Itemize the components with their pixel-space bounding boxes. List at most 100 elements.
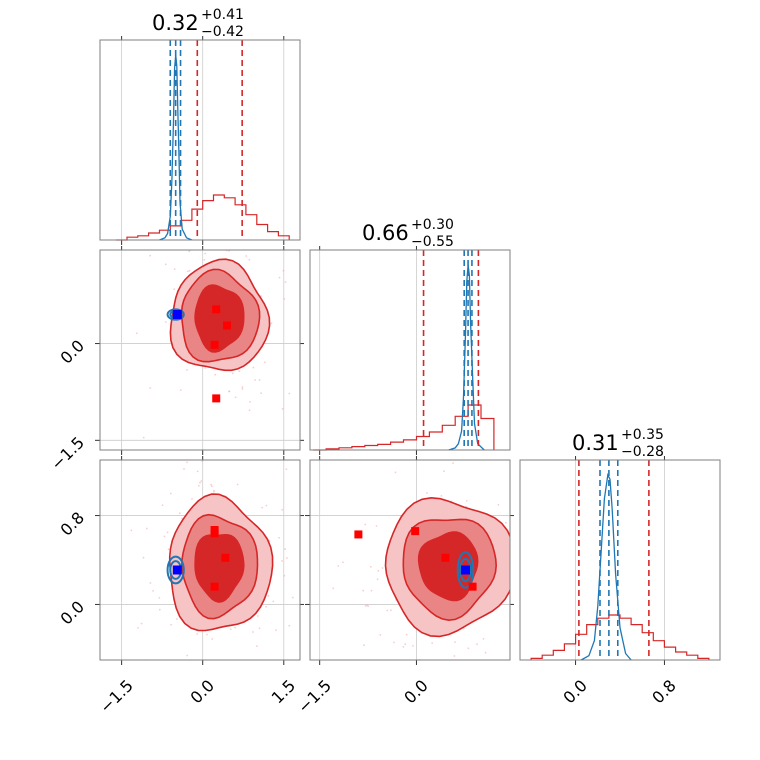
sample-point [135,332,138,335]
sample-point [256,645,258,648]
histogram-series-a [530,614,710,660]
panel-frame [99,459,301,661]
pair-panel-2 [305,406,549,682]
sample-point [364,605,367,607]
sample-point [130,529,133,532]
sample-point [267,595,270,597]
sample-point [241,386,244,388]
sample-point [53,443,55,445]
sample-point [149,254,152,257]
y-tick-label: 0.8 [57,508,88,539]
marker-square-red [411,527,420,536]
sample-point [288,392,291,395]
panel-title-minus: −0.42 [201,24,244,40]
x-tick-label: −1.5 [96,676,137,717]
sample-point [452,665,454,667]
sample-point [443,470,445,473]
sample-point [201,460,204,463]
sample-point [199,453,201,455]
sample-point [476,643,478,646]
sample-point [234,626,237,629]
sample-point [170,623,172,626]
sample-point [164,263,167,266]
sample-point [360,333,362,335]
sample-point [291,596,294,599]
marker-square-red [223,321,232,330]
pair-panel-1 [53,390,304,673]
sample-point [158,608,161,611]
sample-point [252,366,255,369]
sample-point [164,321,167,323]
sample-point [467,647,470,650]
sample-point [385,680,387,682]
marker-square-red [210,529,219,538]
marginal-panel-2: 0.31 +0.35−0.28 [519,427,721,665]
sample-point [149,387,152,389]
sample-point [453,655,456,657]
sample-point [281,560,283,562]
sample-point [186,461,188,464]
sample-point [192,441,194,443]
sample-point [204,367,207,369]
sample-point [212,489,215,492]
sample-point [261,506,264,509]
sample-point [142,436,145,439]
sample-point [283,298,286,300]
sample-point [386,609,389,612]
sample-point [426,492,428,494]
pair-panel-0 [95,233,362,455]
sample-point [547,592,549,594]
sample-point [191,451,193,453]
sample-point [197,484,200,487]
sample-point [228,390,230,393]
sample-point [149,671,151,673]
sample-point [140,622,143,625]
contour-series-a [194,284,245,353]
panel-title-plus: +0.30 [411,217,454,233]
sample-point [448,406,450,408]
sample-point [286,557,288,559]
sample-point [166,531,169,534]
y-tick-label: 0.0 [57,336,88,367]
sample-point [200,480,203,482]
sample-point [248,409,251,412]
sample-point [282,269,285,272]
panel-title-plus: +0.35 [621,427,664,443]
sample-point [362,589,365,592]
sample-point [264,361,266,364]
sample-point [454,641,456,643]
sample-point [405,633,408,636]
sample-point [281,508,284,511]
sample-point [393,641,395,644]
panel-title-value: 0.31 [572,431,619,455]
sample-point [114,390,116,392]
sample-point [204,252,207,255]
sample-point [210,483,212,486]
panel-title-value: 0.66 [362,221,409,245]
histogram-series-a [116,194,290,241]
sample-point [188,269,191,272]
panel-content [332,406,549,682]
sample-point [258,379,261,381]
sample-point [482,638,485,640]
marker-square-red [441,553,450,562]
panel-content [53,390,294,673]
sample-point [308,372,310,374]
panel-frame [309,249,511,451]
sample-point [515,595,517,597]
sample-point [379,634,382,636]
marker-square-red [212,305,221,314]
sample-point [196,433,198,435]
sample-point [178,512,181,515]
sample-point [137,627,139,629]
sample-point [206,633,208,636]
sample-point [358,678,360,680]
panel-title-minus: −0.28 [621,444,664,460]
sample-point [440,495,443,497]
sample-point [191,498,193,500]
x-tick-label: −1.5 [294,676,335,717]
sample-point [484,651,487,654]
panel-content [135,233,362,455]
sample-point [223,233,225,235]
sample-point [281,408,284,410]
